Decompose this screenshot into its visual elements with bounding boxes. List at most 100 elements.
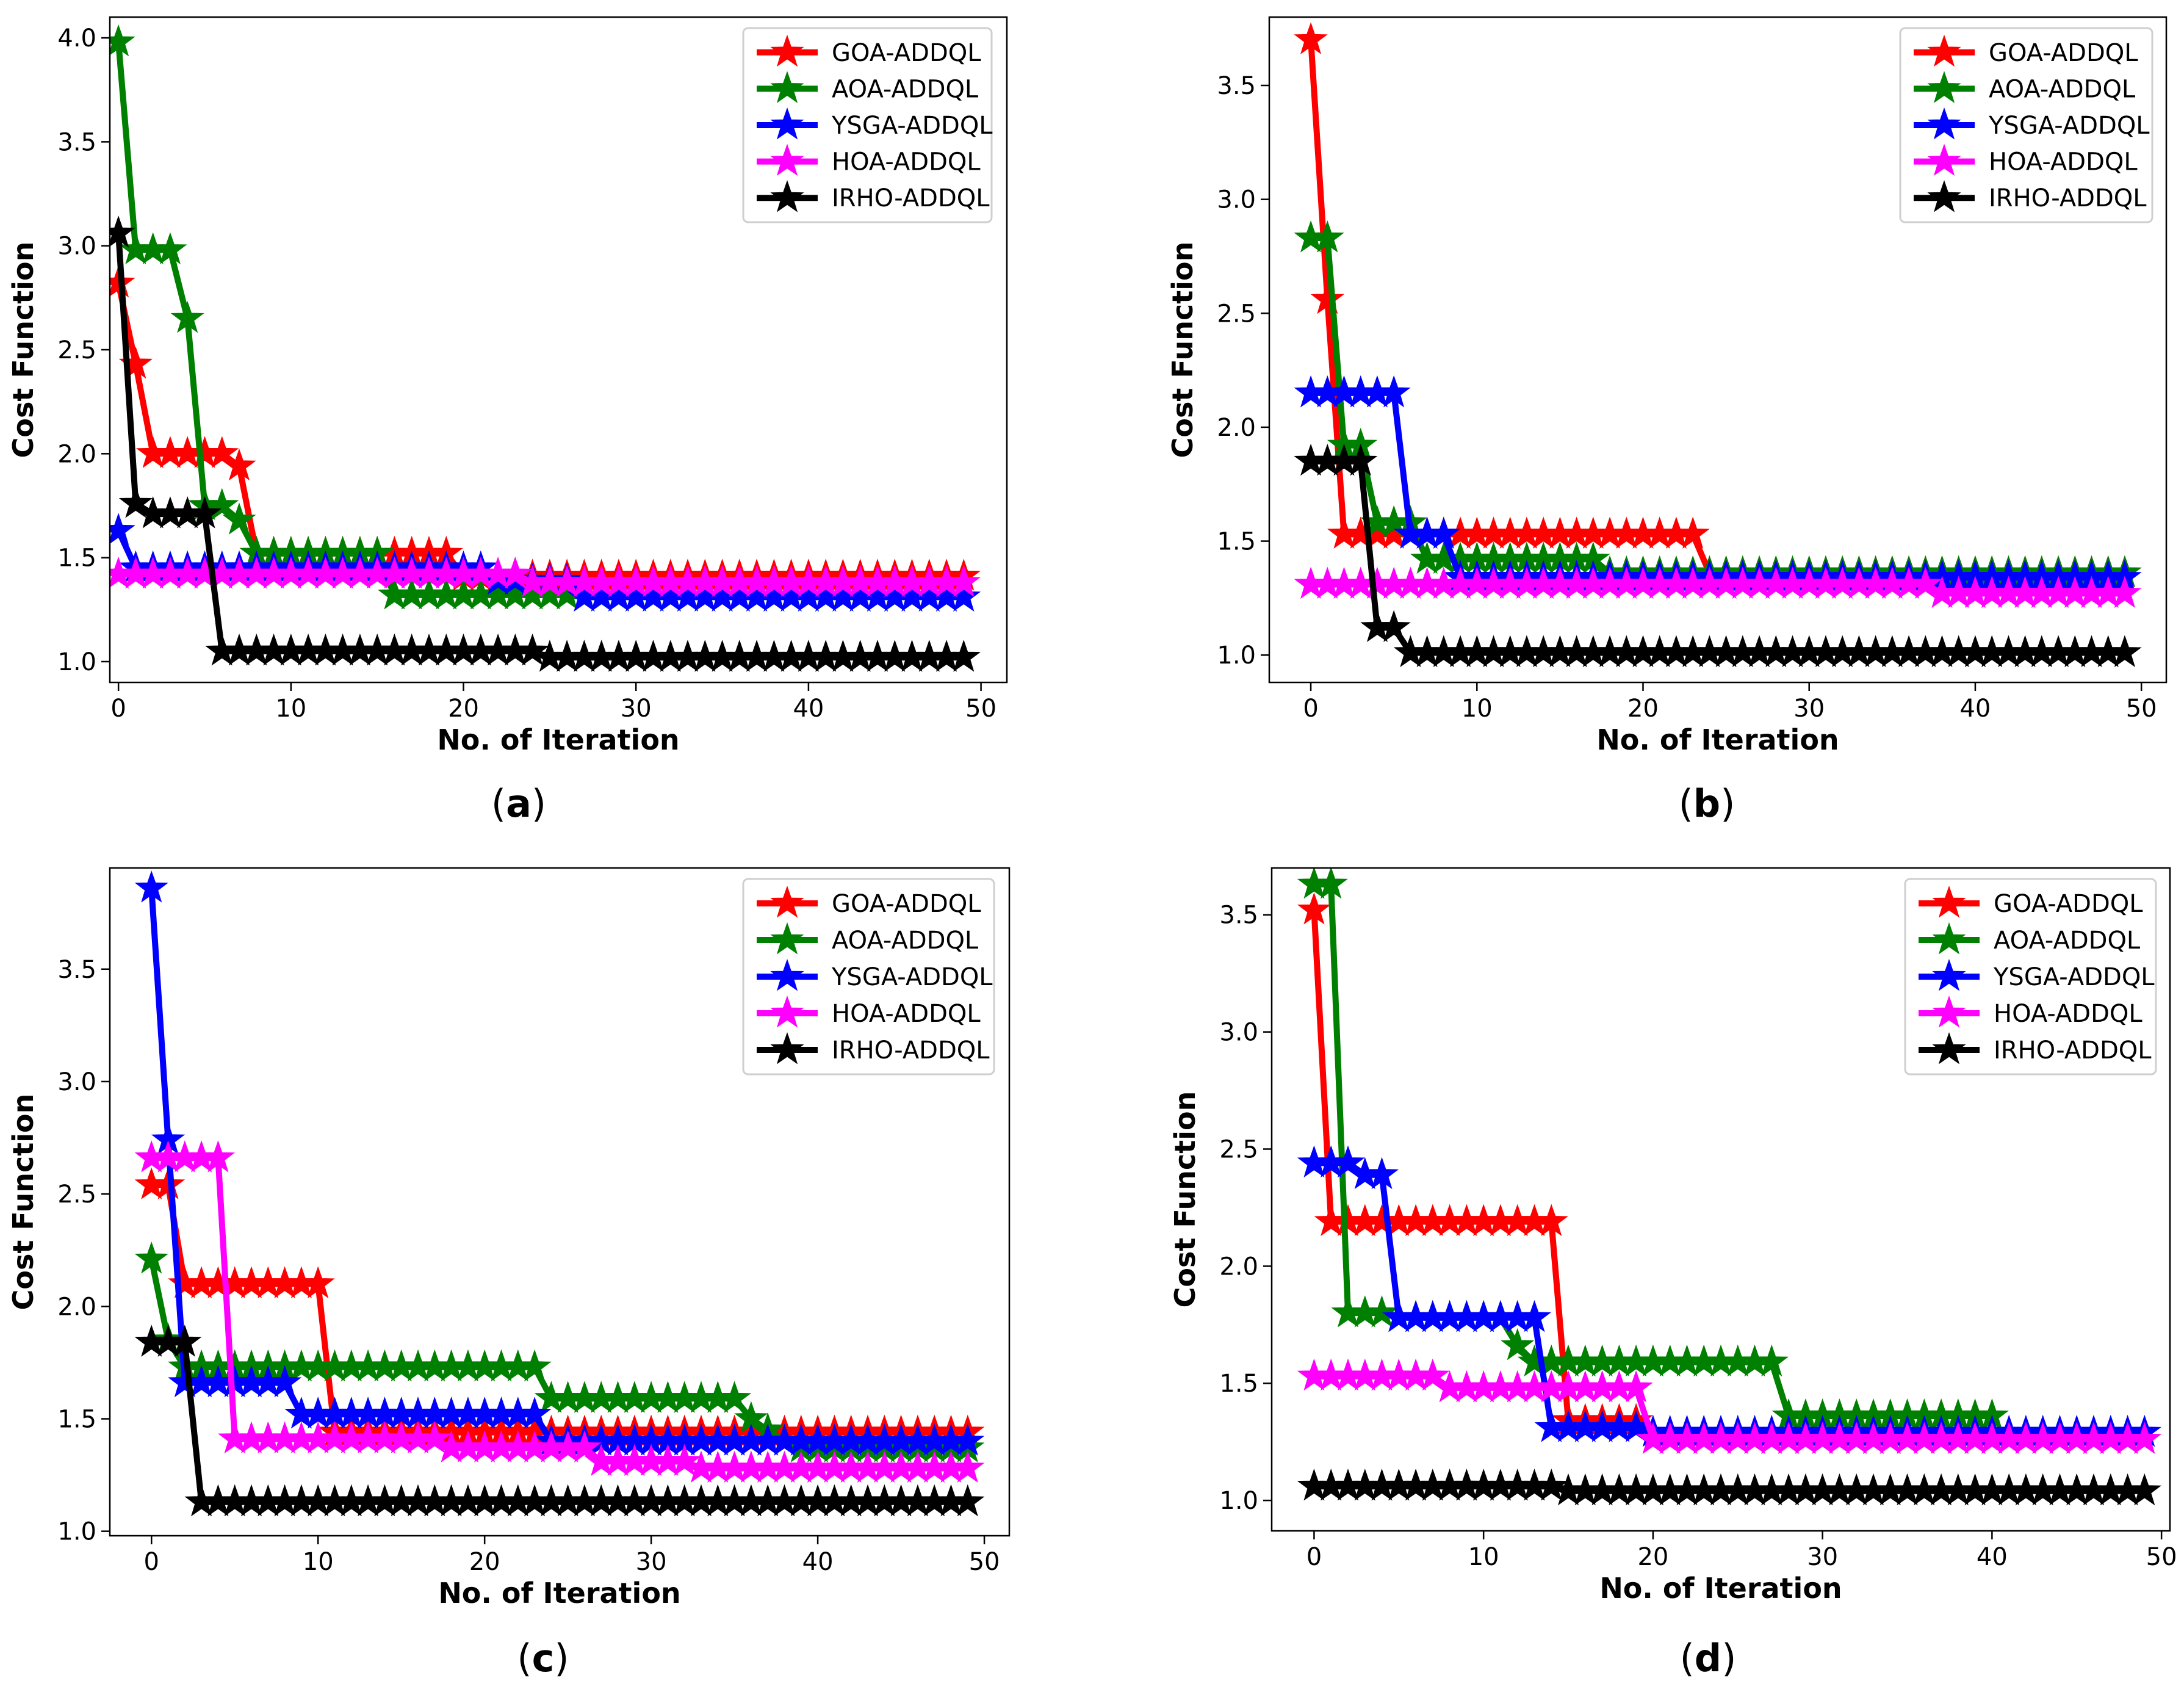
legend-marker [1927, 180, 1961, 212]
data-point [1297, 892, 1332, 925]
axes-frame [109, 867, 1011, 1537]
x-tick-label: 40 [1959, 695, 1991, 723]
legend: GOA-ADDQL AOA-ADDQL YSGA-ADDQL HOA-ADDQL IRH… [742, 878, 995, 1076]
legend-label: YSGA-ADDQL [1993, 963, 2155, 991]
panel-label-a: (a) [491, 781, 546, 826]
y-tick-label: 2.0 [57, 440, 96, 468]
data-point [2127, 1473, 2161, 1506]
x-tick-label: 0 [110, 695, 126, 723]
data-point [110, 24, 135, 57]
x-tick-label: 0 [1306, 1543, 1322, 1571]
legend-label: YSGA-ADDQL [1988, 112, 2150, 140]
panel-label-c: (c) [517, 1636, 569, 1680]
legend-marker [1927, 107, 1961, 140]
y-tick-label: 3.5 [57, 128, 96, 156]
data-point [951, 1423, 985, 1456]
y-tick-label: 1.0 [1219, 1487, 1258, 1515]
legend: GOA-ADDQL AOA-ADDQL YSGA-ADDQL HOA-ADDQL IRH… [1899, 27, 2153, 223]
legend-label: HOA-ADDQL [1994, 1000, 2143, 1028]
data-point [1294, 22, 1328, 54]
y-axis-label: Cost Function [1169, 1091, 1202, 1308]
x-tick-label: 0 [144, 1548, 159, 1576]
data-point [1416, 1358, 1450, 1391]
legend-box [1904, 878, 2157, 1076]
data-point [1314, 868, 1348, 899]
legend-marker [770, 958, 804, 991]
y-tick-label: 2.5 [1217, 300, 1256, 328]
x-tick-label: 10 [1461, 695, 1493, 723]
legend-box [1899, 27, 2153, 223]
legend-label: GOA-ADDQL [832, 39, 981, 67]
legend-label: AOA-ADDQL [832, 75, 979, 103]
y-tick-label: 3.0 [1219, 1019, 1258, 1047]
data-point [517, 1397, 552, 1429]
data-point [134, 870, 168, 903]
data-point [1364, 1157, 1399, 1190]
y-tick-label: 2.5 [57, 1181, 96, 1209]
x-tick-label: 40 [802, 1548, 834, 1576]
legend-marker [1932, 995, 1966, 1028]
data-point [222, 448, 256, 481]
y-tick-label: 2.5 [57, 336, 96, 364]
axes-frame [1268, 16, 2168, 684]
legend-label: IRHO-ADDQL [832, 184, 990, 212]
legend: GOA-ADDQL AOA-ADDQL YSGA-ADDQL HOA-ADDQL IRH… [742, 27, 993, 223]
plot-area [1297, 868, 2162, 1506]
legend-marker [770, 71, 804, 103]
data-point [1427, 516, 1461, 549]
data-point [134, 1241, 168, 1274]
legend-marker [770, 107, 804, 140]
data-point [498, 556, 533, 589]
x-tick-label: 20 [469, 1548, 500, 1576]
x-axis-label: No. of Iteration [437, 723, 679, 756]
data-point [516, 633, 550, 666]
data-point [187, 496, 222, 529]
data-point [2108, 635, 2142, 667]
legend-marker [770, 995, 804, 1028]
legend-marker [770, 885, 804, 918]
x-tick-label: 20 [448, 695, 479, 723]
legend: GOA-ADDQL AOA-ADDQL YSGA-ADDQL HOA-ADDQL IRH… [1904, 878, 2157, 1076]
legend-marker [770, 1032, 804, 1065]
x-tick-label: 50 [969, 1548, 1000, 1576]
x-tick-label: 50 [2146, 1543, 2177, 1571]
plot-area [134, 870, 985, 1517]
x-tick-label: 10 [1468, 1543, 1499, 1571]
data-point [417, 1421, 452, 1454]
y-axis-label: Cost Function [1166, 242, 1199, 458]
data-point [951, 1450, 985, 1483]
data-point [1310, 281, 1344, 314]
legend-label: HOA-ADDQL [832, 1000, 981, 1028]
data-point [1310, 220, 1344, 253]
data-point [568, 1430, 602, 1463]
series-line-AOA-ADDQL [1314, 881, 1992, 1419]
x-axis-label: No. of Iteration [1599, 1572, 1842, 1605]
legend-label: GOA-ADDQL [832, 890, 981, 918]
x-tick-label: 0 [1303, 695, 1318, 723]
x-tick-label: 20 [1627, 695, 1659, 723]
x-axis-label: No. of Iteration [438, 1577, 680, 1610]
legend-label: AOA-ADDQL [832, 927, 979, 955]
y-tick-label: 2.0 [57, 1293, 96, 1321]
series-line-AOA-ADDQL [1311, 235, 2125, 576]
plot-area [110, 24, 981, 672]
data-point [946, 640, 981, 672]
legend-marker [770, 143, 804, 176]
chart-panel-b: 0 10 20 30 40 50 1.0 1.5 2.0 2.5 3.0 3.5 No. of Iter… [1166, 16, 2168, 756]
legend-marker [1927, 34, 1961, 67]
chart-panel-d: 0 10 20 30 40 50 1.0 1.5 2.0 2.5 3.0 3.5 No. of Iter… [1169, 867, 2177, 1605]
y-tick-label: 3.5 [57, 956, 96, 984]
data-point [668, 1444, 702, 1476]
data-point [118, 486, 153, 518]
panel-label-b: (b) [1679, 781, 1735, 826]
y-tick-label: 3.0 [57, 1068, 96, 1096]
y-tick-label: 1.5 [57, 1405, 96, 1433]
legend-marker [770, 34, 804, 67]
data-point [2127, 1422, 2161, 1454]
y-tick-label: 3.0 [57, 233, 96, 261]
data-point [301, 1266, 335, 1298]
data-point [718, 1381, 752, 1413]
data-point [1676, 516, 1710, 549]
data-point [1754, 1344, 1789, 1377]
